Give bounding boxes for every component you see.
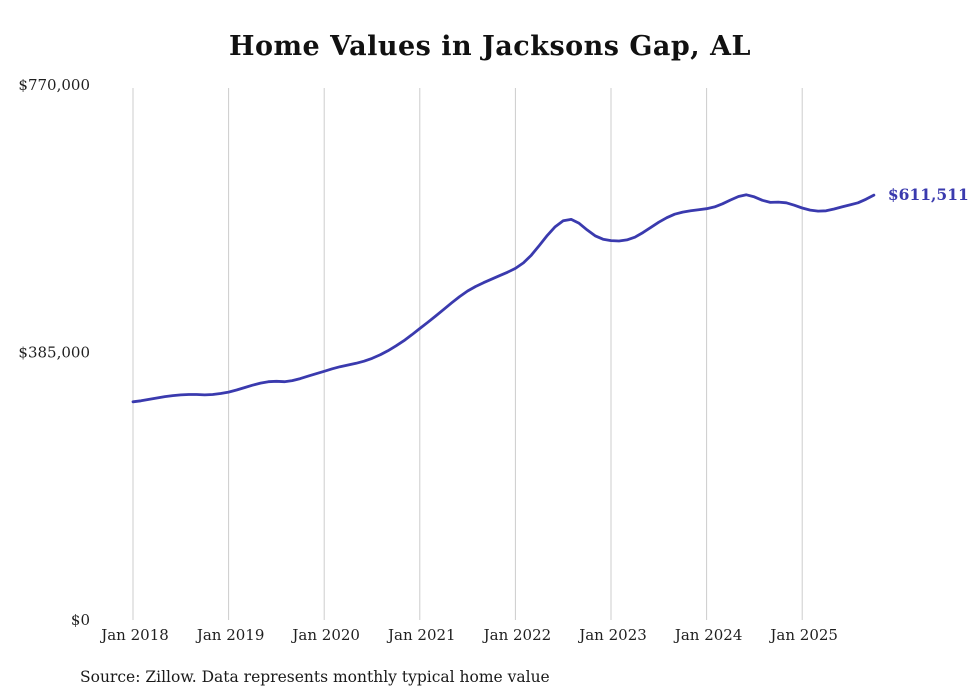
x-axis-tick-label: Jan 2018 — [99, 626, 169, 644]
x-axis-tick-label: Jan 2022 — [482, 626, 552, 644]
source-note: Source: Zillow. Data represents monthly … — [80, 668, 550, 686]
x-axis-tick-label: Jan 2021 — [386, 626, 456, 644]
y-axis-tick-label: $0 — [71, 611, 90, 629]
x-axis-tick-label: Jan 2020 — [290, 626, 360, 644]
x-axis-tick-label: Jan 2025 — [768, 626, 838, 644]
y-axis-tick-label: $385,000 — [18, 344, 90, 362]
x-axis-tick-label: Jan 2024 — [673, 626, 743, 644]
x-axis-tick-label: Jan 2019 — [195, 626, 265, 644]
y-axis-tick-label: $770,000 — [18, 76, 90, 94]
home-value-line — [131, 193, 876, 404]
chart-title: Home Values in Jacksons Gap, AL — [228, 31, 752, 62]
latest-value-label: $611,511 — [888, 185, 969, 204]
x-axis-tick-label: Jan 2023 — [577, 626, 647, 644]
